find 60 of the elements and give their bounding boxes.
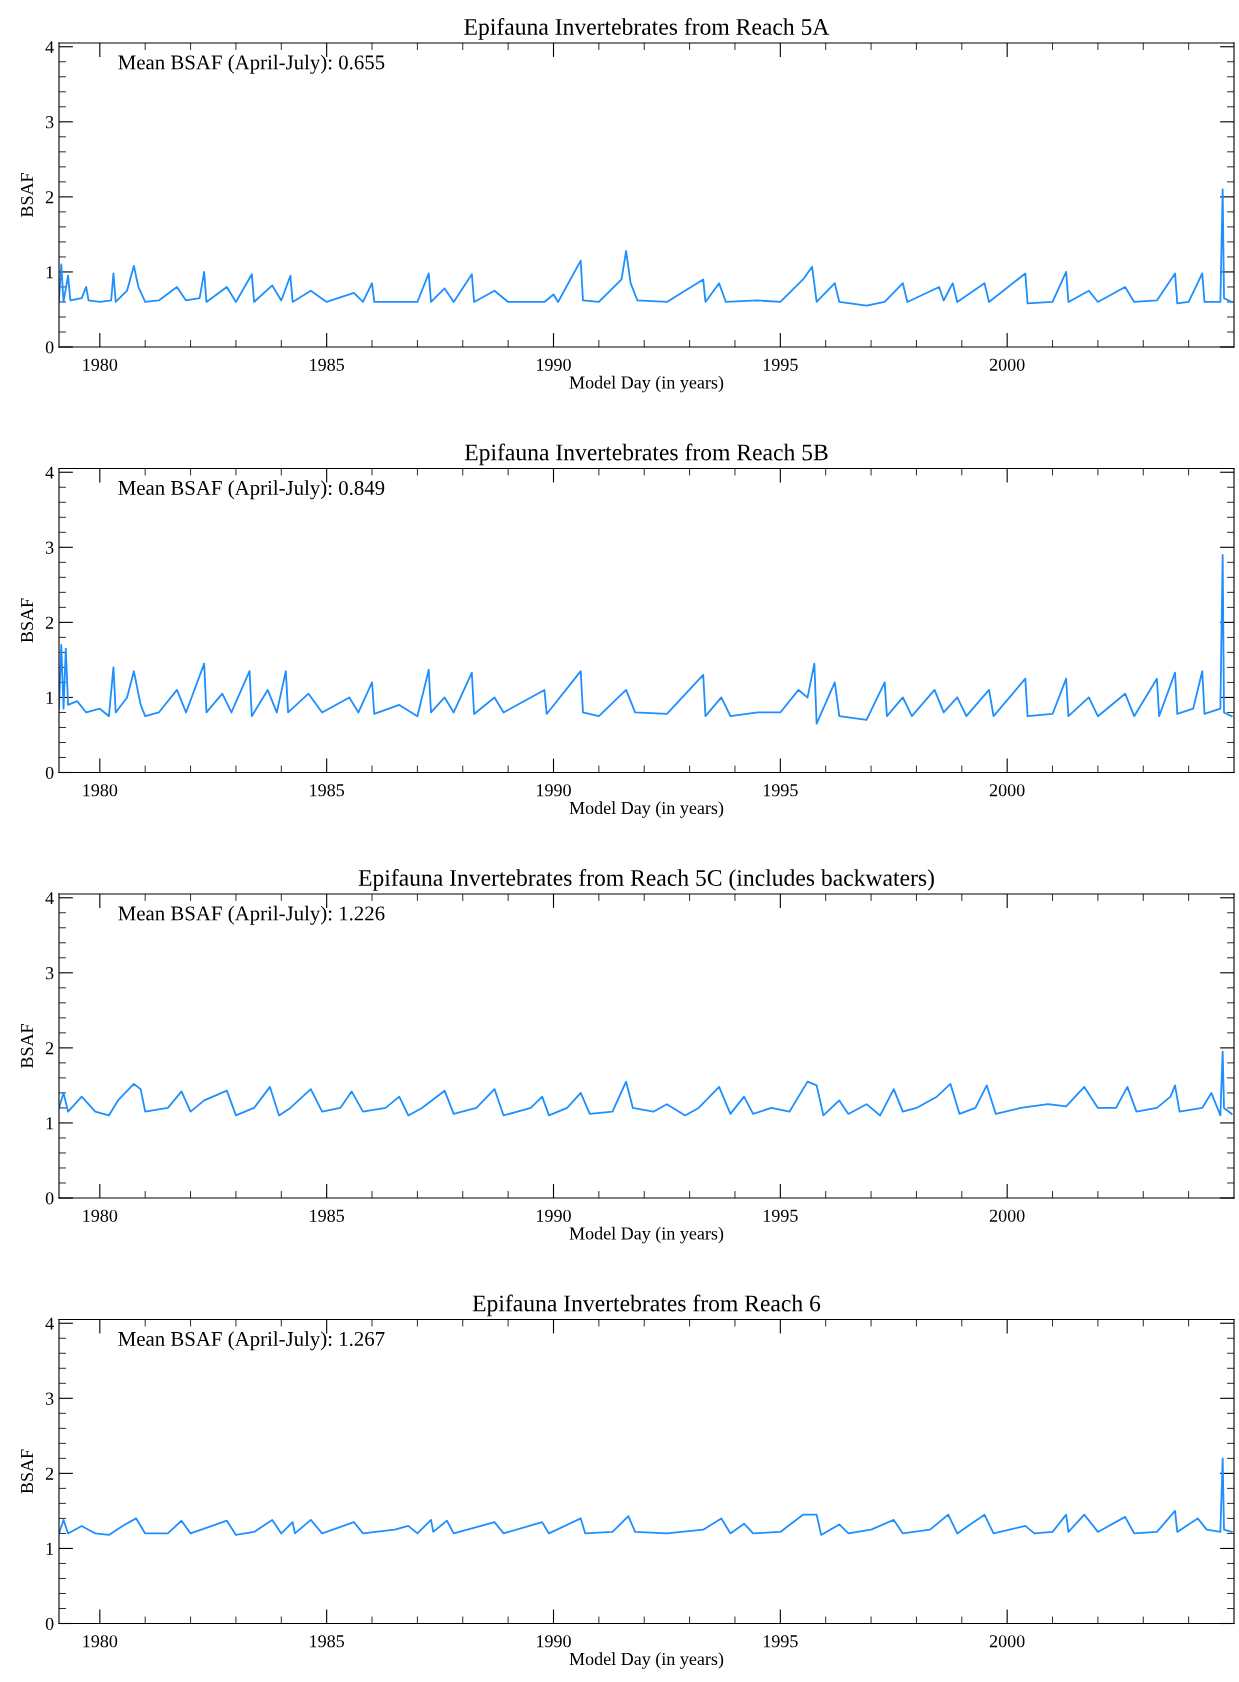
y-axis-title: BSAF [20, 1449, 34, 1494]
y-tick-label: 1 [46, 691, 54, 704]
y-tick-label: 2 [45, 1467, 54, 1480]
y-tick-label: 3 [45, 541, 54, 554]
x-tick-label: 1995 [763, 1209, 798, 1222]
chart-title: Epifauna Invertebrates from Reach 5C (includes backwaters) [358, 869, 934, 891]
line-series [59, 1050, 1233, 1117]
x-tick-label: 1990 [537, 358, 571, 371]
x-tick-label: 1985 [310, 1635, 345, 1648]
line-series [59, 1457, 1233, 1536]
y-tick-label: 2 [45, 616, 54, 629]
x-axis-title: Model Day (in years) [569, 375, 724, 393]
x-tick-label: 2000 [989, 358, 1025, 371]
chart-title: Epifauna Invertebrates from Reach 5B [464, 443, 828, 466]
y-tick-label: 2 [45, 1042, 54, 1055]
y-tick-label: 1 [46, 1117, 54, 1130]
x-tick-label: 1995 [763, 358, 798, 371]
annotation: Mean BSAF (April-July): 0.849 [118, 480, 385, 500]
annotation: Mean BSAF (April-July): 1.267 [118, 1331, 385, 1351]
y-axis-title: BSAF [20, 173, 34, 218]
x-tick-label: 1985 [310, 1209, 345, 1222]
x-tick-label: 1985 [310, 784, 345, 797]
x-tick-label: 1995 [763, 1635, 798, 1648]
y-tick-label: 1 [46, 1542, 54, 1555]
y-tick-label: 1 [46, 266, 54, 279]
annotation: Mean BSAF (April-July): 1.226 [118, 905, 385, 925]
x-tick-label: 2000 [989, 784, 1025, 797]
y-tick-label: 0 [45, 1617, 54, 1630]
y-tick-label: 4 [45, 41, 54, 54]
x-tick-label: 1990 [537, 1209, 571, 1222]
x-tick-label: 1980 [83, 784, 118, 797]
x-tick-label: 1980 [83, 358, 118, 371]
x-tick-label: 1990 [537, 784, 571, 797]
annotation: Mean BSAF (April-July): 0.655 [118, 54, 385, 74]
chart-title: Epifauna Invertebrates from Reach 6 [472, 1294, 821, 1317]
y-tick-label: 4 [45, 892, 54, 905]
x-tick-label: 1980 [83, 1635, 118, 1648]
y-tick-label: 2 [45, 191, 54, 204]
y-tick-label: 3 [45, 967, 54, 980]
y-tick-label: 4 [45, 1317, 54, 1330]
x-tick-label: 2000 [989, 1209, 1025, 1222]
x-tick-label: 1980 [83, 1209, 118, 1222]
y-axis-title: BSAF [20, 598, 34, 643]
x-tick-label: 1990 [537, 1635, 571, 1648]
line-series [59, 188, 1233, 307]
x-axis-title: Model Day (in years) [569, 801, 724, 818]
y-tick-label: 0 [45, 341, 54, 354]
x-axis-title: Model Day (in years) [569, 1652, 724, 1669]
y-axis-title: BSAF [20, 1024, 34, 1069]
y-tick-label: 0 [45, 766, 54, 779]
y-tick-label: 4 [45, 466, 54, 479]
x-tick-label: 2000 [989, 1635, 1025, 1648]
x-tick-label: 1985 [310, 358, 345, 371]
y-tick-label: 3 [45, 116, 54, 129]
x-tick-label: 1995 [763, 784, 798, 797]
chart-title: Epifauna Invertebrates from Reach 5A [464, 18, 830, 40]
y-tick-label: 0 [45, 1192, 54, 1205]
y-tick-label: 3 [45, 1392, 54, 1405]
x-axis-title: Model Day (in years) [569, 1226, 724, 1244]
line-series [59, 553, 1233, 725]
